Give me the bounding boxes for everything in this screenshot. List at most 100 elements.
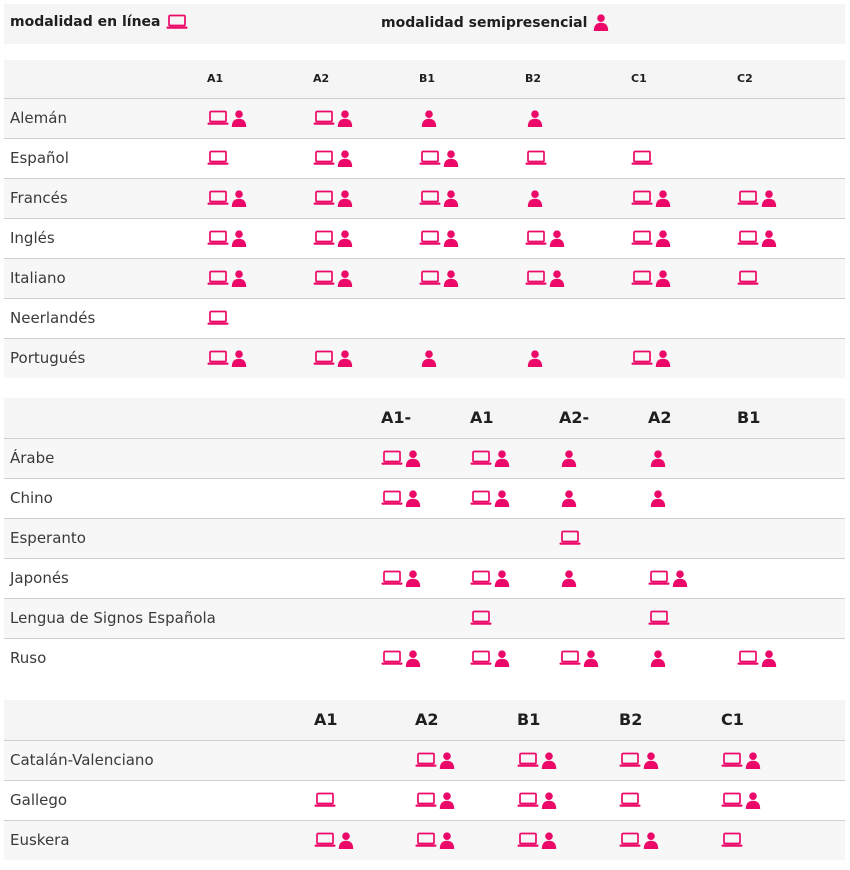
modality-cell [313,257,419,298]
person-icon [761,189,777,207]
person-icon [443,189,459,207]
modality-cell [381,557,470,598]
modality-cell [517,819,619,860]
person-icon [527,350,543,367]
level-header: A1- [381,408,412,428]
laptop-icon [619,832,641,847]
modality-cell [517,739,619,780]
person-icon [745,791,761,809]
laptop-icon [166,14,188,29]
person-icon [421,109,437,127]
level-header: A1 [207,72,224,86]
language-name: Japonés [4,557,381,598]
person-icon [745,751,761,769]
modality-cell [419,257,525,298]
laptop-icon [470,650,492,665]
modality-cell [737,177,845,218]
modality-cell [207,337,313,378]
table-coofficial-languages: A1 A2 B1 B2 C1 Catalán-Valenciano Gallego Eusk… [4,700,845,860]
person-icon [583,650,599,667]
person-icon [443,229,459,247]
person-icon [405,650,421,667]
modality-cell [314,819,415,860]
modality-cell [470,477,559,518]
modality-cell [313,177,419,218]
modality-cell [559,437,648,478]
table-header-row: A1 A2 B1 B2 C1 [4,700,845,740]
modality-cell [631,337,737,378]
laptop-icon [207,310,229,325]
level-header: A1 [470,408,494,428]
legend-bar: modalidad en línea modalidad semipresenc… [4,4,845,44]
person-icon [494,569,510,587]
modality-cell [381,437,470,478]
header-blank [4,60,207,98]
modality-cell [525,257,631,298]
laptop-icon [721,832,743,847]
modality-cell [207,217,313,258]
person-icon [561,449,577,467]
person-icon [655,189,671,207]
modality-cell [631,217,737,258]
table-row: Alemán [4,97,845,138]
laptop-icon [207,230,229,245]
language-name: Francés [4,177,207,218]
language-name: Ruso [4,637,381,678]
person-icon [421,350,437,367]
person-icon [650,449,666,467]
table-row: Chino [4,477,845,518]
table-row: Japonés [4,557,845,598]
person-icon [549,229,565,247]
modality-cell [525,297,631,338]
table-row: Portugués [4,337,845,378]
table-row: Catalán-Valenciano [4,739,845,780]
laptop-icon [517,792,539,807]
laptop-icon [525,270,547,285]
modality-cell [525,217,631,258]
modality-cell [648,557,737,598]
modality-cell [525,337,631,378]
modality-cell [525,97,631,138]
laptop-icon [631,150,653,165]
legend-semi: modalidad semipresencial [381,14,609,31]
level-header: B1 [419,72,436,86]
laptop-icon [313,230,335,245]
person-icon [231,109,247,127]
modality-cell [470,517,559,558]
language-name: Catalán-Valenciano [4,739,314,780]
table-row: Italiano [4,257,845,298]
level-header: B2 [525,72,542,86]
laptop-icon [314,792,336,807]
laptop-icon [631,230,653,245]
modality-cell [737,597,845,638]
modality-cell [517,779,619,820]
laptop-icon [381,570,403,585]
laptop-icon [415,832,437,847]
modality-cell [419,177,525,218]
level-header: A2- [559,408,590,428]
person-icon [439,832,455,849]
laptop-icon [721,792,743,807]
modality-cell [648,477,737,518]
modality-cell [721,819,845,860]
laptop-icon [207,270,229,285]
table-row: Ruso [4,637,845,678]
modality-cell [314,739,415,780]
modality-cell [415,819,517,860]
person-icon [439,751,455,769]
person-icon [494,449,510,467]
person-icon [231,269,247,287]
laptop-icon [737,650,759,665]
modality-cell [419,97,525,138]
modality-cell [207,297,313,338]
laptop-icon [313,350,335,365]
person-icon [405,569,421,587]
person-icon [761,650,777,667]
modality-cell [313,297,419,338]
modality-cell [559,637,648,678]
modality-cell [737,97,845,138]
person-icon [527,189,543,207]
modality-cell [415,779,517,820]
language-name: Gallego [4,779,314,820]
modality-cell [737,217,845,258]
